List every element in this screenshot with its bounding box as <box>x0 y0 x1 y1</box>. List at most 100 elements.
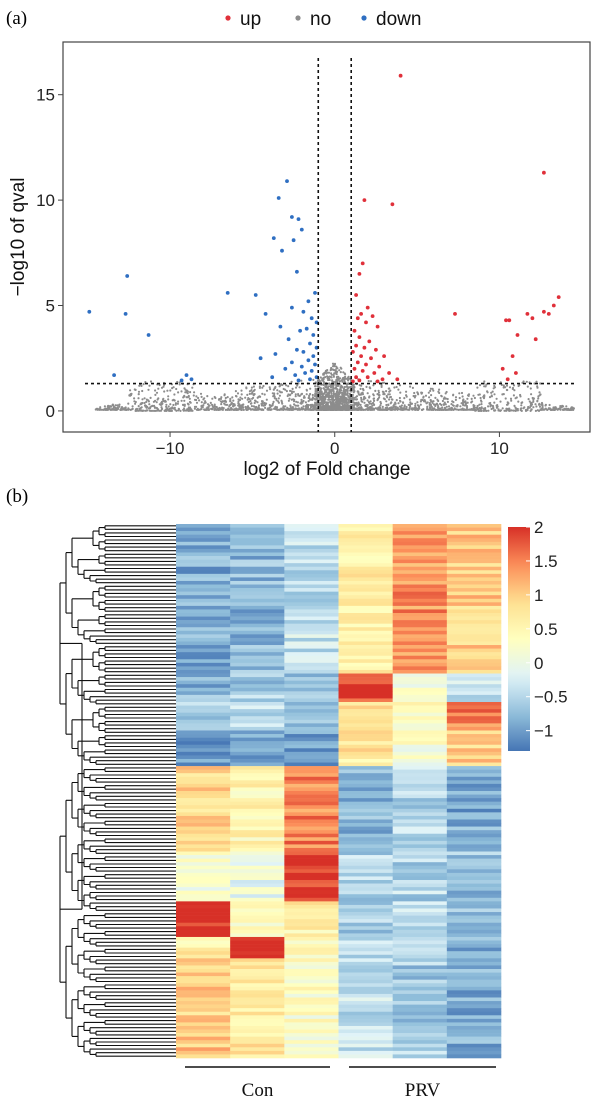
heatmap-cell <box>446 748 502 753</box>
heatmap-cell <box>230 951 285 956</box>
heatmap-cell <box>446 1001 502 1005</box>
heatmap-cell <box>338 826 393 831</box>
point-down <box>295 347 299 352</box>
heatmap-cell <box>392 883 448 888</box>
heatmap-cell <box>446 734 502 738</box>
heatmap-cell <box>338 751 393 756</box>
heatmap-cell <box>230 691 285 696</box>
heatmap-cells <box>176 524 502 1059</box>
heatmap-cell <box>392 933 448 938</box>
point-down <box>304 326 309 331</box>
heatmap-cell <box>176 620 231 624</box>
heatmap-cell <box>176 929 231 934</box>
volcano-x-ticks: −10 0 10 <box>156 432 509 458</box>
heatmap-cell <box>284 919 339 924</box>
heatmap-cell <box>176 680 231 685</box>
heatmap-cell <box>284 645 339 649</box>
heatmap-cell <box>230 595 285 600</box>
heatmap-cell <box>176 566 231 571</box>
heatmap-cell <box>338 559 393 564</box>
heatmap-cell <box>284 872 339 877</box>
heatmap-cell <box>284 605 339 610</box>
heatmap-cell <box>338 954 393 959</box>
heatmap-cell <box>230 723 285 728</box>
heatmap-cell <box>284 531 339 535</box>
heatmap-cell <box>230 958 285 963</box>
heatmap-cell <box>230 919 285 924</box>
heatmap-cell <box>446 936 502 941</box>
heatmap-cell <box>392 584 448 589</box>
heatmap-cell <box>392 1047 448 1052</box>
heatmap-cell <box>230 1047 285 1052</box>
heatmap-cell <box>284 954 339 959</box>
heatmap-cell <box>338 666 393 671</box>
point-down <box>273 352 278 356</box>
heatmap-cell <box>338 897 393 902</box>
heatmap-cell <box>176 1008 231 1013</box>
heatmap-cell <box>230 694 285 699</box>
heatmap-cell <box>446 527 502 532</box>
colorbar: 2 1.5 1 0.5 0 −0.5 −1 <box>508 518 568 751</box>
heatmap-cell <box>338 1047 393 1052</box>
heatmap-cell <box>284 1018 339 1023</box>
heatmap-cell <box>446 613 502 617</box>
heatmap-cell <box>230 648 285 653</box>
dendrogram-branches <box>59 525 176 1057</box>
heatmap-cell <box>392 730 448 735</box>
heatmap-cell <box>230 858 285 863</box>
heatmap-cell <box>392 1001 448 1005</box>
heatmap-cell <box>230 883 285 888</box>
heatmap-cell <box>338 712 393 717</box>
heatmap-cell <box>446 1015 502 1020</box>
heatmap-cell <box>284 812 339 817</box>
point-down <box>189 377 194 382</box>
heatmap-cell <box>230 844 285 849</box>
heatmap-cell <box>338 538 393 543</box>
heatmap-cell <box>284 798 339 802</box>
heatmap-cell <box>446 801 502 806</box>
row-dendrogram <box>59 525 176 1057</box>
heatmap-cell <box>446 584 502 589</box>
heatmap-cell <box>338 833 393 838</box>
heatmap-cell <box>230 737 285 742</box>
heatmap-cell <box>230 780 285 785</box>
heatmap-cell <box>392 552 448 557</box>
point-up <box>556 295 561 299</box>
point-up <box>362 198 367 203</box>
heatmap-cell <box>392 744 448 749</box>
heatmap-cell <box>446 637 502 642</box>
heatmap-cell <box>176 741 231 746</box>
heatmap-cell <box>446 922 502 927</box>
heatmap-cell <box>230 776 285 781</box>
threshold-lines <box>85 58 576 432</box>
heatmap-cell <box>176 1047 231 1052</box>
heatmap-cell <box>338 887 393 891</box>
point-down <box>306 299 311 304</box>
heatmap-cell <box>338 837 393 842</box>
heatmap-cell <box>284 858 339 863</box>
heatmap-cell <box>284 791 339 795</box>
heatmap-cell <box>338 972 393 977</box>
volcano-legend: up no down <box>225 9 421 30</box>
heatmap-cell <box>284 876 339 881</box>
heatmap-cell <box>392 726 448 731</box>
heatmap-cell <box>230 541 285 546</box>
point-up <box>380 377 385 382</box>
heatmap-cell <box>230 616 285 621</box>
heatmap-cell <box>392 1022 448 1027</box>
heatmap-cell <box>392 869 448 874</box>
heatmap-cell <box>392 901 448 906</box>
heatmap-cell <box>446 1029 502 1034</box>
point-up <box>370 314 375 318</box>
heatmap-cell <box>230 993 285 998</box>
heatmap-cell <box>230 837 285 842</box>
heatmap-cell <box>176 880 231 884</box>
heatmap-cell <box>446 1008 502 1013</box>
heatmap-cell <box>284 538 339 543</box>
point-up <box>352 366 357 371</box>
heatmap-cell <box>230 1015 285 1020</box>
heatmap-cell <box>338 958 393 963</box>
heatmap-cell <box>446 826 502 831</box>
heatmap-cell <box>284 748 339 753</box>
heatmap-cell <box>446 901 502 906</box>
